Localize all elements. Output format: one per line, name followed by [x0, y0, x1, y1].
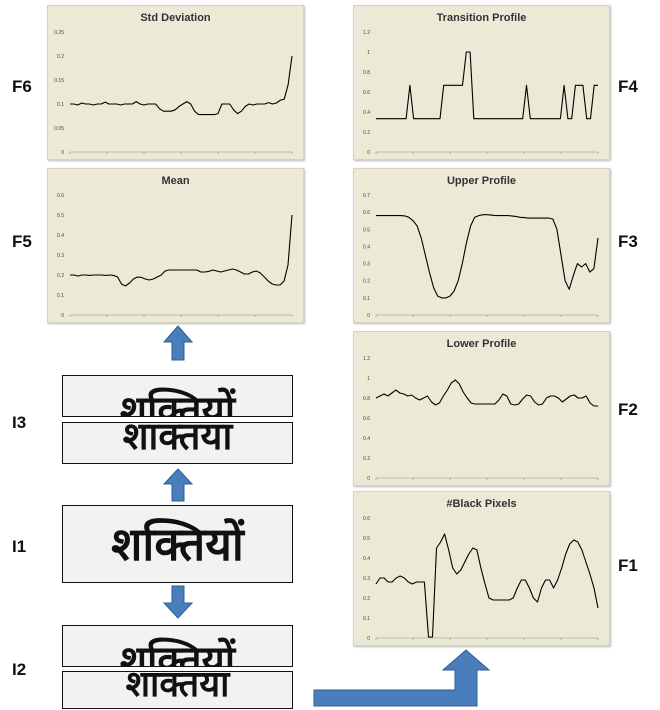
y-tick-label: 0.1: [57, 102, 64, 108]
i2-upper-half-image: शक्तियों: [62, 625, 293, 667]
chart-title: Mean: [161, 175, 190, 187]
y-tick-label: 0.4: [363, 110, 370, 116]
y-tick-label: 0: [367, 150, 370, 156]
y-tick-label: 0: [61, 150, 64, 156]
i3-lower-half-image: शाक्तया: [62, 422, 293, 464]
i3-upper-half-image: शक्तियों: [62, 375, 293, 417]
y-tick-label: 0.8: [363, 70, 370, 76]
y-tick-label: 0.4: [363, 556, 370, 562]
y-tick-label: 0.2: [363, 279, 370, 285]
word-upper-half: शक्तियों: [119, 638, 236, 667]
series-line: [70, 214, 293, 287]
chart-title: Transition Profile: [436, 12, 527, 24]
i2-label: I2: [12, 660, 27, 679]
y-tick-label: 0.2: [57, 54, 64, 60]
std-deviation-chart: Std Deviation 0.25 0.2 0.15 0.1 0.05 0: [47, 5, 304, 160]
series-line: [70, 55, 293, 116]
y-tick-label: 0.6: [363, 210, 370, 216]
transition-profile-chart: Transition Profile 1.2 1 0.8 0.6 0.4 0.2 0: [353, 5, 610, 160]
f4-label: F4: [618, 77, 638, 96]
chart-title: Std Deviation: [140, 12, 211, 24]
y-tick-label: 0.4: [363, 244, 370, 250]
arrow-elbow-icon: [313, 649, 491, 707]
y-tick-label: 0.6: [363, 416, 370, 422]
y-tick-label: 0.3: [57, 253, 64, 259]
y-tick-label: 1.2: [363, 30, 370, 36]
y-tick-label: 0.2: [363, 596, 370, 602]
chart-title: Upper Profile: [446, 175, 517, 187]
y-tick-label: 0.7: [363, 193, 370, 199]
f6-label: F6: [12, 77, 32, 96]
y-tick-label: 0: [61, 313, 64, 319]
y-tick-label: 1: [367, 376, 370, 382]
transition-profile-plot: 1.2 1 0.8 0.6 0.4 0.2 0: [363, 30, 599, 156]
y-tick-label: 0.8: [363, 396, 370, 402]
i1-word-image: शक्तियों: [62, 505, 293, 583]
black-pixels-chart: #Black Pixels 0.6 0.5 0.4 0.3 0.2 0.1 0: [353, 491, 610, 646]
arrow-up-icon: [162, 325, 194, 361]
y-tick-label: 0: [367, 313, 370, 319]
mean-chart: Mean 0.6 0.5 0.4 0.3 0.2 0.1 0: [47, 168, 304, 323]
y-tick-label: 0: [367, 636, 370, 642]
i1-label: I1: [12, 537, 27, 556]
arrow-up-icon: [162, 468, 194, 502]
f1-label: F1: [618, 556, 638, 575]
y-tick-label: 0.4: [363, 436, 370, 442]
series-line: [376, 214, 599, 299]
y-tick-label: 0.4: [57, 233, 64, 239]
lower-profile-chart: Lower Profile 1.2 1 0.8 0.6 0.4 0.2 0: [353, 331, 610, 486]
y-tick-label: 0.5: [57, 213, 64, 219]
word-lower-half: शाक्तया: [125, 671, 230, 705]
y-tick-label: 0.15: [54, 78, 64, 84]
y-tick-label: 0.6: [363, 516, 370, 522]
f5-label: F5: [12, 232, 32, 251]
y-tick-label: 0.3: [363, 262, 370, 268]
series-line: [375, 379, 598, 407]
y-tick-label: 0.5: [363, 536, 370, 542]
upper-profile-plot: 0.7 0.6 0.5 0.4 0.3 0.2 0.1 0: [363, 193, 599, 319]
y-tick-label: 0.1: [363, 616, 370, 622]
y-tick-label: 0.2: [57, 273, 64, 279]
y-tick-label: 0.25: [54, 30, 64, 36]
y-tick-label: 0.05: [54, 126, 64, 132]
y-tick-label: 0.2: [363, 130, 370, 136]
y-tick-label: 0.1: [363, 296, 370, 302]
y-tick-label: 0.6: [57, 193, 64, 199]
lower-profile-plot: 1.2 1 0.8 0.6 0.4 0.2 0: [363, 356, 599, 482]
y-tick-label: 0.5: [363, 227, 370, 233]
f2-label: F2: [618, 400, 638, 419]
f3-label: F3: [618, 232, 638, 251]
chart-title: #Black Pixels: [446, 498, 517, 510]
word-upper-half: शक्तियों: [119, 388, 236, 417]
upper-profile-chart: Upper Profile 0.7 0.6 0.5 0.4 0.3 0.2 0.1 0: [353, 168, 610, 323]
y-tick-label: 0.3: [363, 576, 370, 582]
chart-title: Lower Profile: [446, 338, 517, 350]
y-tick-label: 1.2: [363, 356, 370, 362]
i2-lower-half-image: शाक्तया: [62, 671, 293, 709]
series-line: [376, 51, 598, 120]
word-full: शक्तियों: [111, 517, 244, 571]
std-deviation-plot: 0.25 0.2 0.15 0.1 0.05 0: [54, 30, 293, 156]
y-tick-label: 1: [367, 50, 370, 56]
series-line: [375, 533, 599, 638]
y-tick-label: 0.1: [57, 293, 64, 299]
y-tick-label: 0.6: [363, 90, 370, 96]
black-pixels-plot: 0.6 0.5 0.4 0.3 0.2 0.1 0: [363, 516, 599, 642]
mean-plot: 0.6 0.5 0.4 0.3 0.2 0.1 0: [57, 193, 293, 319]
arrow-down-icon: [162, 585, 194, 619]
i3-label: I3: [12, 413, 27, 432]
word-lower-half: शाक्तया: [122, 422, 233, 458]
y-tick-label: 0.2: [363, 456, 370, 462]
y-tick-label: 0: [367, 476, 370, 482]
